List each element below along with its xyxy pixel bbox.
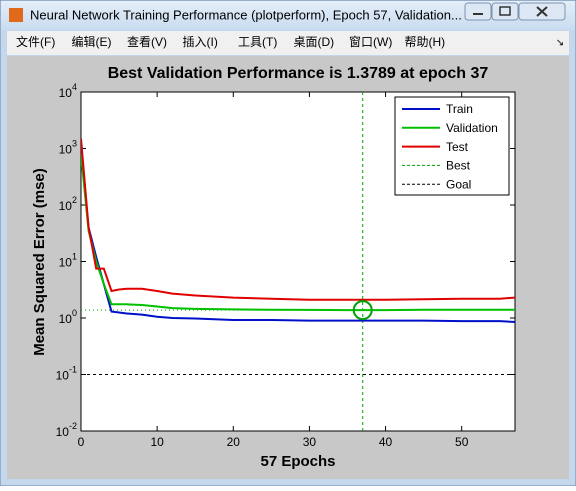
app-icon — [9, 8, 23, 22]
y-tick-label: 104 — [59, 82, 77, 100]
series-line — [81, 153, 515, 312]
menu-item[interactable]: 文件(F) — [16, 34, 55, 49]
menu-item[interactable]: 工具(T) — [238, 35, 277, 49]
x-axis-label: 57 Epochs — [260, 453, 335, 470]
series-line — [81, 138, 515, 301]
best-marker — [352, 300, 373, 321]
y-tick-label: 100 — [59, 308, 77, 326]
legend-label: Train — [446, 102, 473, 116]
y-tick-label: 102 — [59, 195, 77, 213]
legend-label: Best — [446, 159, 471, 173]
chart-title: Best Validation Performance is 1.3789 at… — [108, 65, 489, 82]
maximize-button[interactable] — [491, 2, 519, 21]
legend-label: Validation — [446, 121, 498, 135]
x-tick-label: 50 — [455, 435, 469, 449]
x-tick-label: 30 — [303, 435, 317, 449]
menu-item[interactable]: 编辑(E) — [72, 34, 112, 49]
plot: 10-2 10-1 100 101 102 103 104 0 10 20 30 40 50 Train V… — [56, 82, 515, 449]
menu-arrow[interactable]: ↘ — [556, 38, 564, 49]
y-axis-label: Mean Squared Error (mse) — [31, 168, 48, 356]
x-tick-label: 20 — [227, 435, 241, 449]
menu-bar — [7, 31, 569, 55]
x-tick-label: 40 — [379, 435, 393, 449]
legend-label: Test — [446, 140, 469, 154]
x-tick-label: 0 — [78, 435, 85, 449]
legend-label: Goal — [446, 177, 471, 191]
menu-item[interactable]: 桌面(D) — [294, 35, 335, 49]
menu-item[interactable]: 插入(I) — [183, 35, 218, 49]
menu-item[interactable]: 窗口(W) — [349, 35, 392, 49]
y-tick-label: 101 — [59, 252, 77, 270]
y-tick-label: 10-2 — [56, 421, 77, 439]
minimize-button[interactable] — [464, 2, 492, 21]
y-tick-label: 103 — [59, 139, 77, 157]
menu-item[interactable]: 查看(V) — [127, 35, 167, 49]
menu-item[interactable]: 帮助(H) — [405, 35, 446, 49]
menu: 文件(F) 编辑(E) 查看(V) 插入(I) 工具(T) 桌面(D) 窗口(W) 帮助(H) — [16, 34, 445, 49]
x-tick-label: 10 — [150, 435, 164, 449]
y-tick-label: 10-1 — [56, 365, 77, 383]
window-title: Neural Network Training Performance (plo… — [30, 7, 462, 22]
close-button[interactable] — [518, 2, 566, 21]
